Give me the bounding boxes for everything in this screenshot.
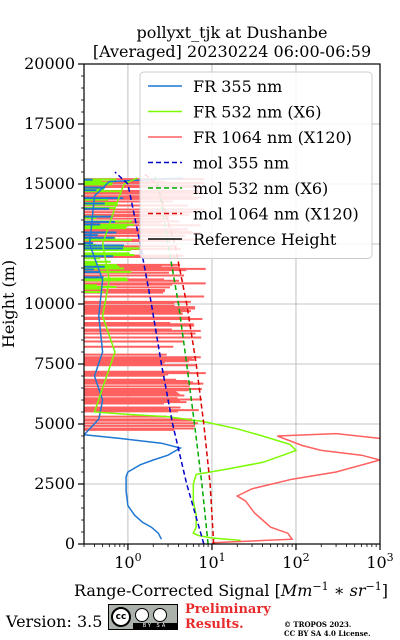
series-line-mol-355-nm xyxy=(114,171,205,544)
x-axis-label: Range-Corrected Signal [Mm−1 ∗ sr−1] xyxy=(74,580,388,600)
y-axis-label: Height (m) xyxy=(0,260,18,348)
copyright-notice: © TROPOS 2023. CC BY SA 4.0 License. xyxy=(284,620,371,638)
series-line-fr-1064-nm-x120- xyxy=(211,432,380,544)
version-label: Version: 3.5 xyxy=(6,612,103,631)
legend-label: FR 355 nm xyxy=(193,77,282,96)
copyright-line1: © TROPOS 2023. xyxy=(284,620,352,629)
legend-label: FR 1064 nm (X120) xyxy=(193,128,352,147)
y-tick-label: 15000 xyxy=(24,174,75,193)
legend-label: FR 532 nm (X6) xyxy=(193,103,321,122)
preliminary-line2: Results. xyxy=(185,617,244,632)
attribution-icon xyxy=(135,608,149,622)
chart-svg: 0 2500 5000 7500 10000 12500 15000 17500 20000 10… xyxy=(0,54,394,600)
legend-label: mol 532 nm (X6) xyxy=(193,179,328,198)
x-tick-label: 101 xyxy=(198,551,225,572)
x-tick-label: 102 xyxy=(282,551,309,572)
series-line-fr-532-nm-x6- xyxy=(93,177,298,542)
preliminary-notice: Preliminary Results. xyxy=(185,602,271,632)
x-tick-label: 103 xyxy=(366,551,393,572)
y-tick-label: 17500 xyxy=(24,114,75,133)
y-tick-label: 10000 xyxy=(24,294,75,313)
legend: FR 355 nm FR 532 nm (X6) FR 1064 nm (X120)… xyxy=(139,71,373,259)
y-tick-label: 5000 xyxy=(34,414,75,433)
legend-label: mol 1064 nm (X120) xyxy=(193,205,359,224)
chart-title-line2: [Averaged] 20230224 06:00-06:59 xyxy=(92,42,372,61)
y-tick-label: 0 xyxy=(65,534,75,553)
copyright-line2: CC BY SA 4.0 License. xyxy=(284,629,371,638)
preliminary-line1: Preliminary xyxy=(185,602,271,617)
y-tick-label: 20000 xyxy=(24,54,75,73)
y-tick-label: 7500 xyxy=(34,354,75,373)
y-tick-label: 2500 xyxy=(34,474,75,493)
chart-title-line1: pollyxt_tjk at Dushanbe xyxy=(136,23,328,42)
legend-label: Reference Height xyxy=(193,230,337,249)
cc-license-logo: cc BY SA xyxy=(108,604,178,630)
legend-label: mol 355 nm xyxy=(193,154,289,173)
cc-icon: cc xyxy=(111,607,131,627)
x-tick-label: 100 xyxy=(114,551,141,572)
series-line-fr-355-nm xyxy=(84,177,183,540)
y-tick-label: 12500 xyxy=(24,234,75,253)
axis-ticks: 0 2500 5000 7500 10000 12500 15000 17500 20000 10… xyxy=(24,54,394,572)
license-badge-text: BY SA xyxy=(133,623,177,630)
share-alike-icon xyxy=(153,608,167,622)
legend-box xyxy=(139,71,373,259)
